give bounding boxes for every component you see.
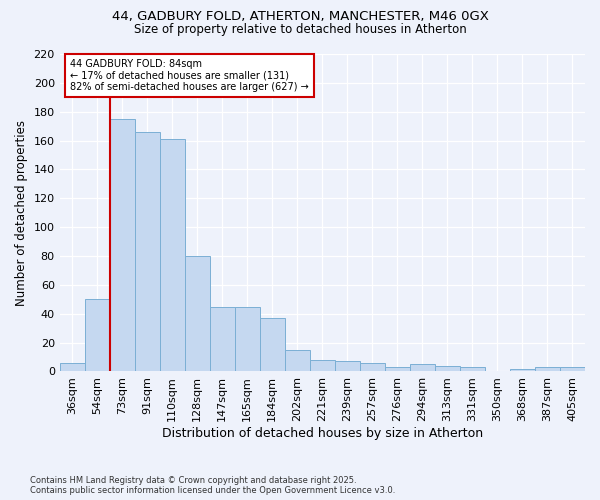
Bar [535,367,560,372]
Bar [435,366,460,372]
Bar [385,367,410,372]
Bar [310,360,335,372]
Text: Size of property relative to detached houses in Atherton: Size of property relative to detached ho… [134,22,466,36]
Bar [185,256,210,372]
Text: 44 GADBURY FOLD: 84sqm
← 17% of detached houses are smaller (131)
82% of semi-de: 44 GADBURY FOLD: 84sqm ← 17% of detached… [70,59,309,92]
Bar [110,119,135,372]
X-axis label: Distribution of detached houses by size in Atherton: Distribution of detached houses by size … [162,427,483,440]
Bar [210,306,235,372]
Bar [260,318,285,372]
Bar [85,300,110,372]
Bar [335,362,360,372]
Bar [410,364,435,372]
Text: 44, GADBURY FOLD, ATHERTON, MANCHESTER, M46 0GX: 44, GADBURY FOLD, ATHERTON, MANCHESTER, … [112,10,488,23]
Bar [285,350,310,372]
Text: Contains HM Land Registry data © Crown copyright and database right 2025.
Contai: Contains HM Land Registry data © Crown c… [30,476,395,495]
Y-axis label: Number of detached properties: Number of detached properties [15,120,28,306]
Bar [135,132,160,372]
Bar [160,139,185,372]
Bar [560,367,585,372]
Bar [360,363,385,372]
Bar [235,306,260,372]
Bar [460,367,485,372]
Bar [59,363,85,372]
Bar [510,368,535,372]
